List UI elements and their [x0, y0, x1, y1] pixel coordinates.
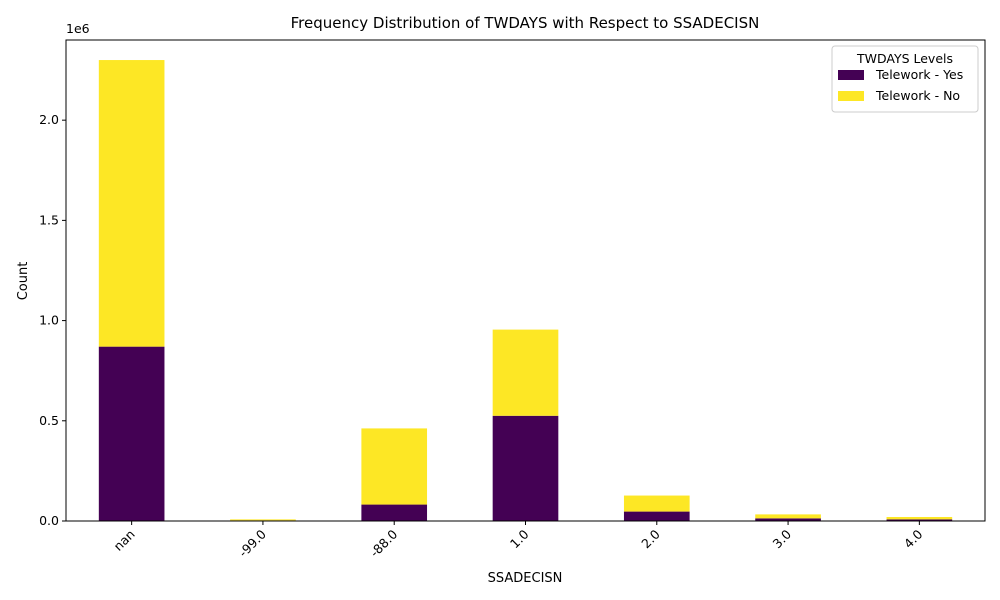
- y-tick-label: 0.5: [39, 413, 59, 428]
- y-tick-label: 0.0: [39, 513, 59, 528]
- legend-label-yes: Telework - Yes: [875, 67, 963, 82]
- x-tick-label: 2.0: [638, 526, 663, 551]
- bar-segment-yes-4: [623, 511, 690, 521]
- legend-box: [831, 45, 979, 113]
- y-tick-label: 1.5: [39, 212, 59, 227]
- legend-label-no: Telework - No: [875, 88, 960, 103]
- bar-segment-no-6: [886, 516, 953, 520]
- x-tick-label: -99.0: [236, 526, 270, 560]
- bar-segment-no-3: [492, 329, 559, 416]
- y-offset-label: 1e6: [66, 21, 90, 36]
- bars-group: [98, 60, 953, 521]
- bar-segment-no-0: [98, 60, 165, 347]
- chart-title: Frequency Distribution of TWDAYS with Re…: [291, 14, 760, 32]
- bar-segment-yes-2: [361, 504, 428, 521]
- bar-segment-yes-0: [98, 346, 165, 521]
- x-tick-label: 3.0: [770, 526, 795, 551]
- x-ticks: nan -99.0 -88.0 1.0 2.0 3.0 4.0: [111, 521, 926, 560]
- legend-title: TWDAYS Levels: [856, 51, 953, 66]
- bar-segment-no-1: [230, 519, 296, 521]
- x-axis-label: SSADECISN: [488, 571, 563, 586]
- legend-swatch-yes: [838, 70, 864, 80]
- legend-swatch-no: [838, 91, 864, 101]
- y-tick-label: 2.0: [39, 112, 59, 127]
- y-ticks: 0.0 0.5 1.0 1.5 2.0: [39, 112, 66, 528]
- legend: TWDAYS Levels Telework - Yes Telework - N…: [831, 45, 979, 113]
- x-tick-label: 4.0: [901, 526, 926, 551]
- x-tick-label: -88.0: [367, 526, 401, 560]
- x-tick-label: 1.0: [507, 526, 532, 551]
- bar-segment-yes-6: [886, 519, 953, 521]
- bar-segment-yes-5: [755, 518, 821, 521]
- plot-frame: [65, 39, 986, 522]
- y-tick-label: 1.0: [39, 313, 59, 328]
- bar-segment-yes-3: [492, 415, 559, 521]
- y-axis-label: Count: [16, 262, 31, 301]
- bar-segment-no-4: [623, 495, 690, 512]
- bar-segment-no-2: [361, 428, 428, 505]
- bar-segment-no-5: [755, 514, 821, 519]
- x-tick-label: nan: [111, 527, 138, 554]
